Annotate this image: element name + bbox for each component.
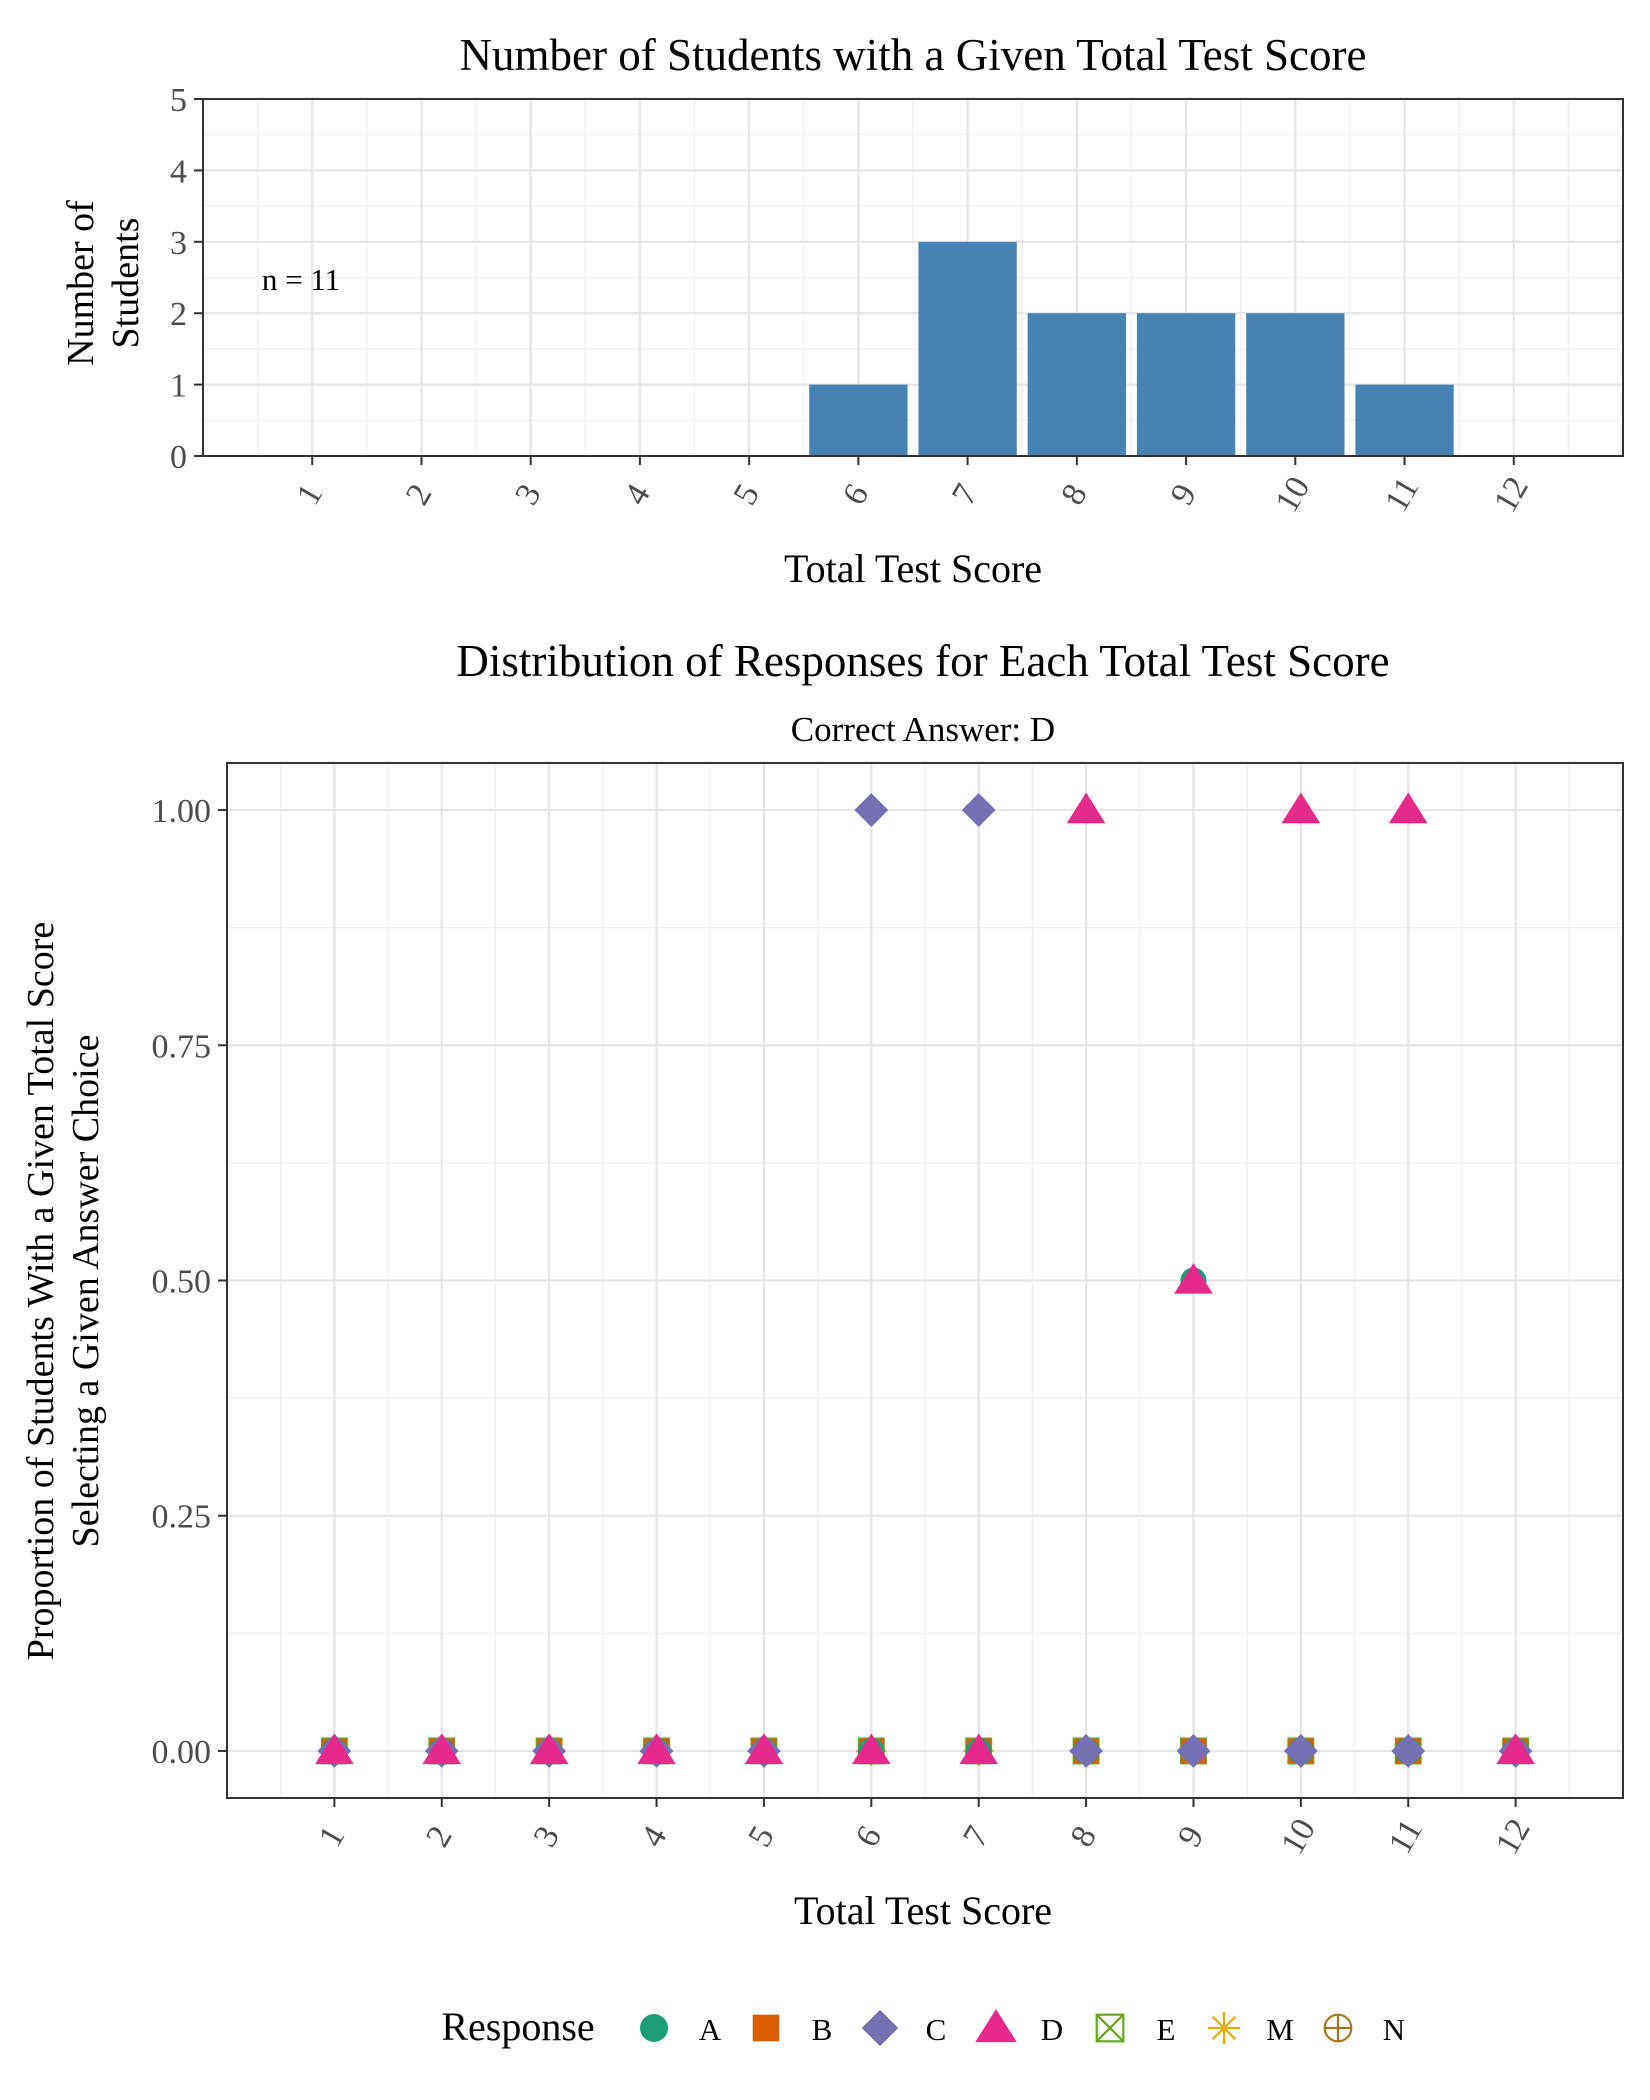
bottom-x-tick-label: 4 xyxy=(634,1820,675,1853)
point-C-score-11 xyxy=(1391,1734,1426,1768)
bottom-y-tick-label: 0.00 xyxy=(152,1734,212,1771)
bottom-chart-grid xyxy=(227,763,1623,1798)
legend-item-E: E xyxy=(1095,2012,1176,2047)
bottom-chart-ylabel-line1: Proportion of Students With a Given Tota… xyxy=(20,922,62,1661)
top-chart-panel-border xyxy=(202,98,1624,457)
top-y-tick-label: 1 xyxy=(170,368,187,405)
legend-label-E: E xyxy=(1157,2012,1176,2047)
legend-key-N xyxy=(1323,2013,1353,2043)
point-D-score-2 xyxy=(422,1733,462,1765)
top-x-tick-label: 8 xyxy=(1054,478,1095,511)
top-y-tick-label: 3 xyxy=(170,225,187,262)
point-D-score-5 xyxy=(744,1733,784,1765)
top-chart-ylabel-line1: Number of xyxy=(60,200,102,366)
top-y-tick-label: 5 xyxy=(170,82,187,119)
point-D-score-1 xyxy=(315,1733,354,1765)
bottom-x-tick-label: 10 xyxy=(1274,1813,1323,1861)
legend-key-E xyxy=(1095,2013,1125,2043)
bottom-y-tick-label: 0.50 xyxy=(152,1264,212,1301)
top-x-tick-label: 1 xyxy=(290,478,331,511)
bottom-chart-ylabel-line2: Selecting a Given Answer Choice xyxy=(65,1035,107,1548)
legend-label-B: B xyxy=(812,2012,833,2047)
legend-item-N: N xyxy=(1323,2012,1405,2047)
legend-label-N: N xyxy=(1383,2012,1405,2047)
point-C-score-10 xyxy=(1283,1734,1318,1768)
top-chart-n-annotation: n = 11 xyxy=(262,262,340,297)
top-x-tick-label: 5 xyxy=(727,478,768,511)
top-x-tick-label: 9 xyxy=(1163,478,1204,511)
bottom-x-tick-label: 12 xyxy=(1489,1813,1538,1861)
point-C-score-9 xyxy=(1176,1734,1211,1768)
top-x-tick-label: 10 xyxy=(1268,471,1317,519)
legend-key-C xyxy=(861,2009,899,2047)
point-D-score-4 xyxy=(637,1733,676,1765)
bottom-x-tick-label: 3 xyxy=(527,1820,568,1853)
top-x-tick-label: 11 xyxy=(1378,471,1426,518)
top-chart-title: Number of Students with a Given Total Te… xyxy=(460,30,1367,80)
top-y-tick-label: 0 xyxy=(170,439,187,476)
point-D-score-10 xyxy=(1281,792,1321,824)
legend-item-M: M xyxy=(1207,2011,1294,2047)
bottom-x-tick-label: 1 xyxy=(312,1820,353,1853)
legend-label-M: M xyxy=(1266,2012,1294,2047)
top-chart-xlabel: Total Test Score xyxy=(784,546,1042,591)
bar-score-9 xyxy=(1136,313,1236,456)
bottom-chart-title: Distribution of Responses for Each Total… xyxy=(456,636,1389,686)
top-y-tick-label: 4 xyxy=(170,153,187,190)
bottom-x-tick-label: 5 xyxy=(741,1820,782,1853)
legend-key-D xyxy=(975,2009,1017,2043)
bottom-x-tick-label: 7 xyxy=(956,1820,997,1853)
bar-score-8 xyxy=(1027,313,1126,456)
top-x-tick-label: 2 xyxy=(399,478,440,511)
point-C-score-7 xyxy=(961,793,996,827)
legend-label-D: D xyxy=(1041,2012,1063,2047)
top-x-tick-label: 6 xyxy=(836,478,877,511)
point-D-score-6 xyxy=(852,1733,891,1765)
legend-item-B: B xyxy=(752,2012,833,2047)
bottom-x-tick-label: 9 xyxy=(1171,1820,1212,1853)
bottom-y-tick-label: 0.75 xyxy=(152,1028,212,1065)
legend-item-A: A xyxy=(640,2012,722,2047)
bottom-chart-subtitle: Correct Answer: D xyxy=(791,710,1055,749)
point-D-score-12 xyxy=(1496,1733,1535,1765)
bottom-x-tick-label: 8 xyxy=(1063,1820,1104,1853)
point-C-score-8 xyxy=(1069,1734,1103,1768)
top-x-tick-label: 12 xyxy=(1487,471,1536,519)
bottom-chart-axes: 0.000.250.500.751.001 2 3 4 5 6 7 8 9 10 11 12 xyxy=(152,793,1538,1861)
point-D-score-9 xyxy=(1174,1262,1213,1294)
bottom-x-tick-label: 6 xyxy=(849,1820,890,1853)
bottom-chart-xlabel: Total Test Score xyxy=(794,1888,1052,1933)
legend-key-A xyxy=(640,2014,668,2042)
point-D-score-3 xyxy=(529,1733,569,1765)
bar-score-6 xyxy=(809,384,908,456)
top-x-tick-label: 3 xyxy=(508,478,549,511)
legend-item-C: C xyxy=(861,2009,947,2047)
legend-key-B xyxy=(752,2014,780,2042)
top-x-tick-label: 7 xyxy=(945,478,986,511)
top-y-tick-label: 2 xyxy=(170,296,187,333)
point-D-score-7 xyxy=(959,1733,998,1765)
bar-score-10 xyxy=(1246,313,1345,456)
bottom-y-tick-label: 0.25 xyxy=(152,1499,212,1536)
bottom-x-tick-label: 2 xyxy=(419,1820,460,1853)
point-D-score-8 xyxy=(1066,792,1106,824)
bar-score-11 xyxy=(1355,384,1454,456)
point-C-score-6 xyxy=(854,793,889,827)
top-chart-bars xyxy=(809,241,1454,456)
top-chart-ylabel-line2: Students xyxy=(105,218,147,349)
legend-label-A: A xyxy=(699,2012,722,2047)
top-x-tick-label: 4 xyxy=(617,478,658,511)
point-D-score-11 xyxy=(1388,792,1428,824)
bottom-chart-points xyxy=(315,792,1535,1768)
bottom-x-tick-label: 11 xyxy=(1382,1813,1430,1860)
legend-title: Response xyxy=(441,2004,594,2049)
legend-key-M xyxy=(1207,2011,1241,2045)
bar-score-7 xyxy=(918,241,1017,456)
legend-item-D: D xyxy=(975,2009,1063,2047)
legend-label-C: C xyxy=(926,2012,947,2047)
bottom-y-tick-label: 1.00 xyxy=(152,793,212,830)
